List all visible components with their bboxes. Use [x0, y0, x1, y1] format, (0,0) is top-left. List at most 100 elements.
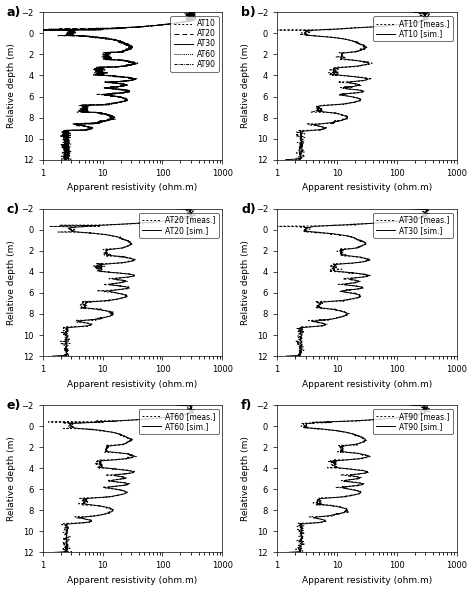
- Text: d): d): [241, 203, 256, 216]
- AT20 [meas.]: [114, 276, 120, 283]
- AT90 [meas.]: [356, 481, 361, 488]
- AT90: [67, 130, 73, 137]
- AT10: [64, 156, 69, 163]
- Legend: AT30 [meas.], AT30 [sim.]: AT30 [meas.], AT30 [sim.]: [373, 213, 453, 238]
- AT90: [121, 88, 127, 95]
- Text: b): b): [241, 7, 256, 20]
- AT60: [124, 88, 130, 95]
- AT10: [192, 9, 198, 16]
- AT20 [meas.]: [64, 349, 69, 356]
- AT30 [meas.]: [348, 276, 354, 283]
- AT60 [meas.]: [65, 549, 71, 556]
- AT10 [sim.]: [349, 80, 355, 87]
- AT60 [sim.]: [64, 522, 70, 529]
- AT10 [sim.]: [283, 156, 289, 163]
- AT20 [sim.]: [124, 293, 129, 300]
- AT60: [114, 80, 119, 87]
- AT60: [189, 9, 194, 16]
- AT60 [sim.]: [64, 545, 70, 552]
- AT60: [64, 153, 69, 160]
- AT60 [sim.]: [124, 481, 130, 488]
- AT30: [66, 130, 72, 137]
- AT10 [meas.]: [298, 156, 304, 163]
- AT30: [63, 153, 68, 160]
- AT30 [sim.]: [357, 293, 363, 300]
- AT60: [63, 130, 69, 137]
- Line: AT30: AT30: [43, 12, 196, 160]
- AT30 [meas.]: [359, 285, 365, 292]
- AT30: [123, 96, 128, 104]
- AT20: [192, 9, 198, 16]
- Line: AT60 [sim.]: AT60 [sim.]: [53, 405, 192, 552]
- AT90 [meas.]: [357, 489, 363, 496]
- Legend: AT60 [meas.], AT60 [sim.]: AT60 [meas.], AT60 [sim.]: [139, 409, 219, 434]
- AT20 [meas.]: [192, 205, 198, 213]
- AT30: [186, 9, 192, 16]
- Line: AT90 [sim.]: AT90 [sim.]: [286, 405, 426, 552]
- Legend: AT20 [meas.], AT20 [sim.]: AT20 [meas.], AT20 [sim.]: [139, 213, 219, 238]
- Line: AT60: AT60: [48, 12, 194, 160]
- AT90: [105, 79, 110, 86]
- AT20: [114, 80, 120, 87]
- AT10 [meas.]: [360, 88, 365, 95]
- AT90 [meas.]: [297, 549, 303, 556]
- AT90 [sim.]: [350, 472, 356, 480]
- Text: c): c): [7, 203, 20, 216]
- AT10: [124, 96, 130, 104]
- AT10 [meas.]: [300, 130, 306, 137]
- AT90: [62, 153, 68, 160]
- AT20: [64, 153, 69, 160]
- Line: AT30 [meas.]: AT30 [meas.]: [277, 209, 430, 356]
- AT90 [sim.]: [407, 401, 413, 408]
- AT20: [106, 79, 112, 86]
- X-axis label: Apparent resistivity (ohm.m): Apparent resistivity (ohm.m): [67, 576, 198, 585]
- AT60: [124, 96, 129, 104]
- AT90 [meas.]: [339, 472, 345, 479]
- AT20 [sim.]: [173, 205, 179, 213]
- AT90 [sim.]: [347, 472, 353, 479]
- Y-axis label: Relative depth (m): Relative depth (m): [7, 44, 16, 128]
- AT20: [124, 96, 129, 104]
- AT60 [meas.]: [124, 481, 130, 488]
- AT30: [114, 80, 120, 87]
- AT30 [sim.]: [349, 276, 355, 283]
- X-axis label: Apparent resistivity (ohm.m): Apparent resistivity (ohm.m): [67, 379, 198, 389]
- Line: AT10: AT10: [43, 12, 195, 160]
- AT30 [sim.]: [283, 352, 289, 359]
- AT10: [126, 88, 131, 95]
- AT60 [sim.]: [114, 472, 120, 480]
- AT20 [sim.]: [64, 326, 69, 333]
- AT60 [sim.]: [174, 401, 180, 408]
- Line: AT20 [sim.]: AT20 [sim.]: [53, 209, 192, 356]
- AT10: [67, 153, 73, 160]
- Line: AT20: AT20: [49, 12, 196, 160]
- X-axis label: Apparent resistivity (ohm.m): Apparent resistivity (ohm.m): [301, 379, 432, 389]
- Text: e): e): [7, 399, 21, 412]
- AT10: [113, 80, 119, 87]
- Line: AT10 [meas.]: AT10 [meas.]: [277, 12, 429, 160]
- X-axis label: Apparent resistivity (ohm.m): Apparent resistivity (ohm.m): [301, 184, 432, 192]
- Y-axis label: Relative depth (m): Relative depth (m): [241, 436, 250, 521]
- AT30 [sim.]: [408, 205, 413, 213]
- AT90 [meas.]: [301, 522, 307, 529]
- AT30: [125, 88, 131, 95]
- AT10 [sim.]: [358, 88, 364, 95]
- X-axis label: Apparent resistivity (ohm.m): Apparent resistivity (ohm.m): [67, 184, 198, 192]
- Legend: AT10 [meas.], AT10 [sim.]: AT10 [meas.], AT10 [sim.]: [374, 16, 453, 41]
- AT30: [109, 79, 115, 86]
- AT20 [sim.]: [124, 285, 129, 292]
- AT30 [meas.]: [357, 293, 363, 300]
- AT30 [meas.]: [300, 326, 306, 333]
- AT20: [64, 156, 70, 163]
- AT90: [110, 80, 116, 87]
- AT90: [123, 96, 129, 104]
- AT90 [sim.]: [283, 549, 289, 556]
- AT60 [sim.]: [111, 472, 117, 479]
- Legend: AT10, AT20, AT30, AT60, AT90: AT10, AT20, AT30, AT60, AT90: [171, 16, 219, 72]
- AT20 [sim.]: [115, 276, 120, 283]
- AT20: [63, 130, 69, 137]
- AT60 [meas.]: [124, 489, 129, 496]
- AT60: [65, 156, 71, 163]
- AT90 [meas.]: [296, 545, 302, 552]
- AT20 [sim.]: [111, 275, 117, 282]
